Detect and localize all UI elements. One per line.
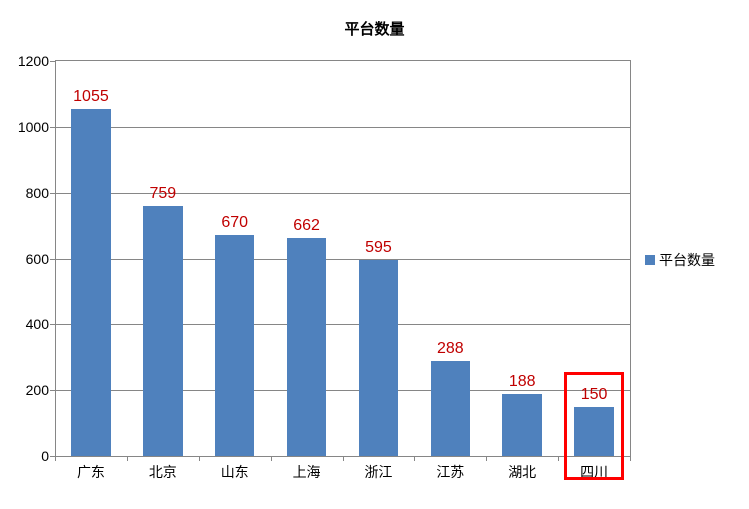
legend-label: 平台数量 (659, 250, 715, 270)
y-tick-mark (50, 390, 55, 391)
x-tick-label: 山东 (221, 462, 249, 482)
y-tick-mark (50, 259, 55, 260)
x-tick-mark (486, 456, 487, 461)
bar (71, 109, 111, 456)
bar (502, 394, 542, 456)
y-tick-mark (50, 61, 55, 62)
gridline (55, 259, 630, 260)
bar (215, 235, 255, 456)
y-tick-label: 400 (26, 316, 49, 332)
plot-area: 0200400600800100012001055广东759北京670山东662… (55, 60, 631, 457)
y-tick-mark (50, 324, 55, 325)
gridline (55, 127, 630, 128)
x-tick-label: 北京 (149, 462, 177, 482)
x-tick-mark (271, 456, 272, 461)
x-tick-mark (630, 456, 631, 461)
y-tick-label: 1000 (18, 119, 49, 135)
data-label: 288 (437, 340, 464, 358)
bar (287, 238, 327, 456)
x-tick-label: 广东 (77, 462, 105, 482)
data-label: 188 (509, 373, 536, 391)
legend: 平台数量 (645, 250, 715, 270)
data-label: 662 (293, 217, 320, 235)
x-tick-mark (127, 456, 128, 461)
y-tick-mark (50, 127, 55, 128)
gridline (55, 324, 630, 325)
bar (431, 361, 471, 456)
y-tick-label: 1200 (18, 53, 49, 69)
x-tick-label: 湖北 (508, 462, 536, 482)
data-label: 759 (149, 185, 176, 203)
x-tick-label: 上海 (293, 462, 321, 482)
y-tick-label: 800 (26, 185, 49, 201)
bar (359, 260, 399, 456)
gridline (55, 193, 630, 194)
y-tick-label: 0 (41, 448, 49, 464)
x-tick-mark (343, 456, 344, 461)
y-tick-label: 600 (26, 251, 49, 267)
x-tick-label: 江苏 (436, 462, 464, 482)
x-tick-mark (199, 456, 200, 461)
chart-root: 平台数量 0200400600800100012001055广东759北京670… (0, 0, 749, 509)
x-tick-mark (55, 456, 56, 461)
bar (143, 206, 183, 456)
data-label: 670 (221, 214, 248, 232)
chart-title: 平台数量 (0, 18, 749, 39)
gridline (55, 390, 630, 391)
data-label: 595 (365, 239, 392, 257)
y-tick-label: 200 (26, 382, 49, 398)
y-tick-mark (50, 193, 55, 194)
x-tick-mark (414, 456, 415, 461)
x-tick-label: 浙江 (364, 462, 392, 482)
highlight-box (564, 372, 624, 480)
x-tick-mark (558, 456, 559, 461)
legend-swatch (645, 255, 655, 265)
data-label: 1055 (73, 88, 109, 106)
